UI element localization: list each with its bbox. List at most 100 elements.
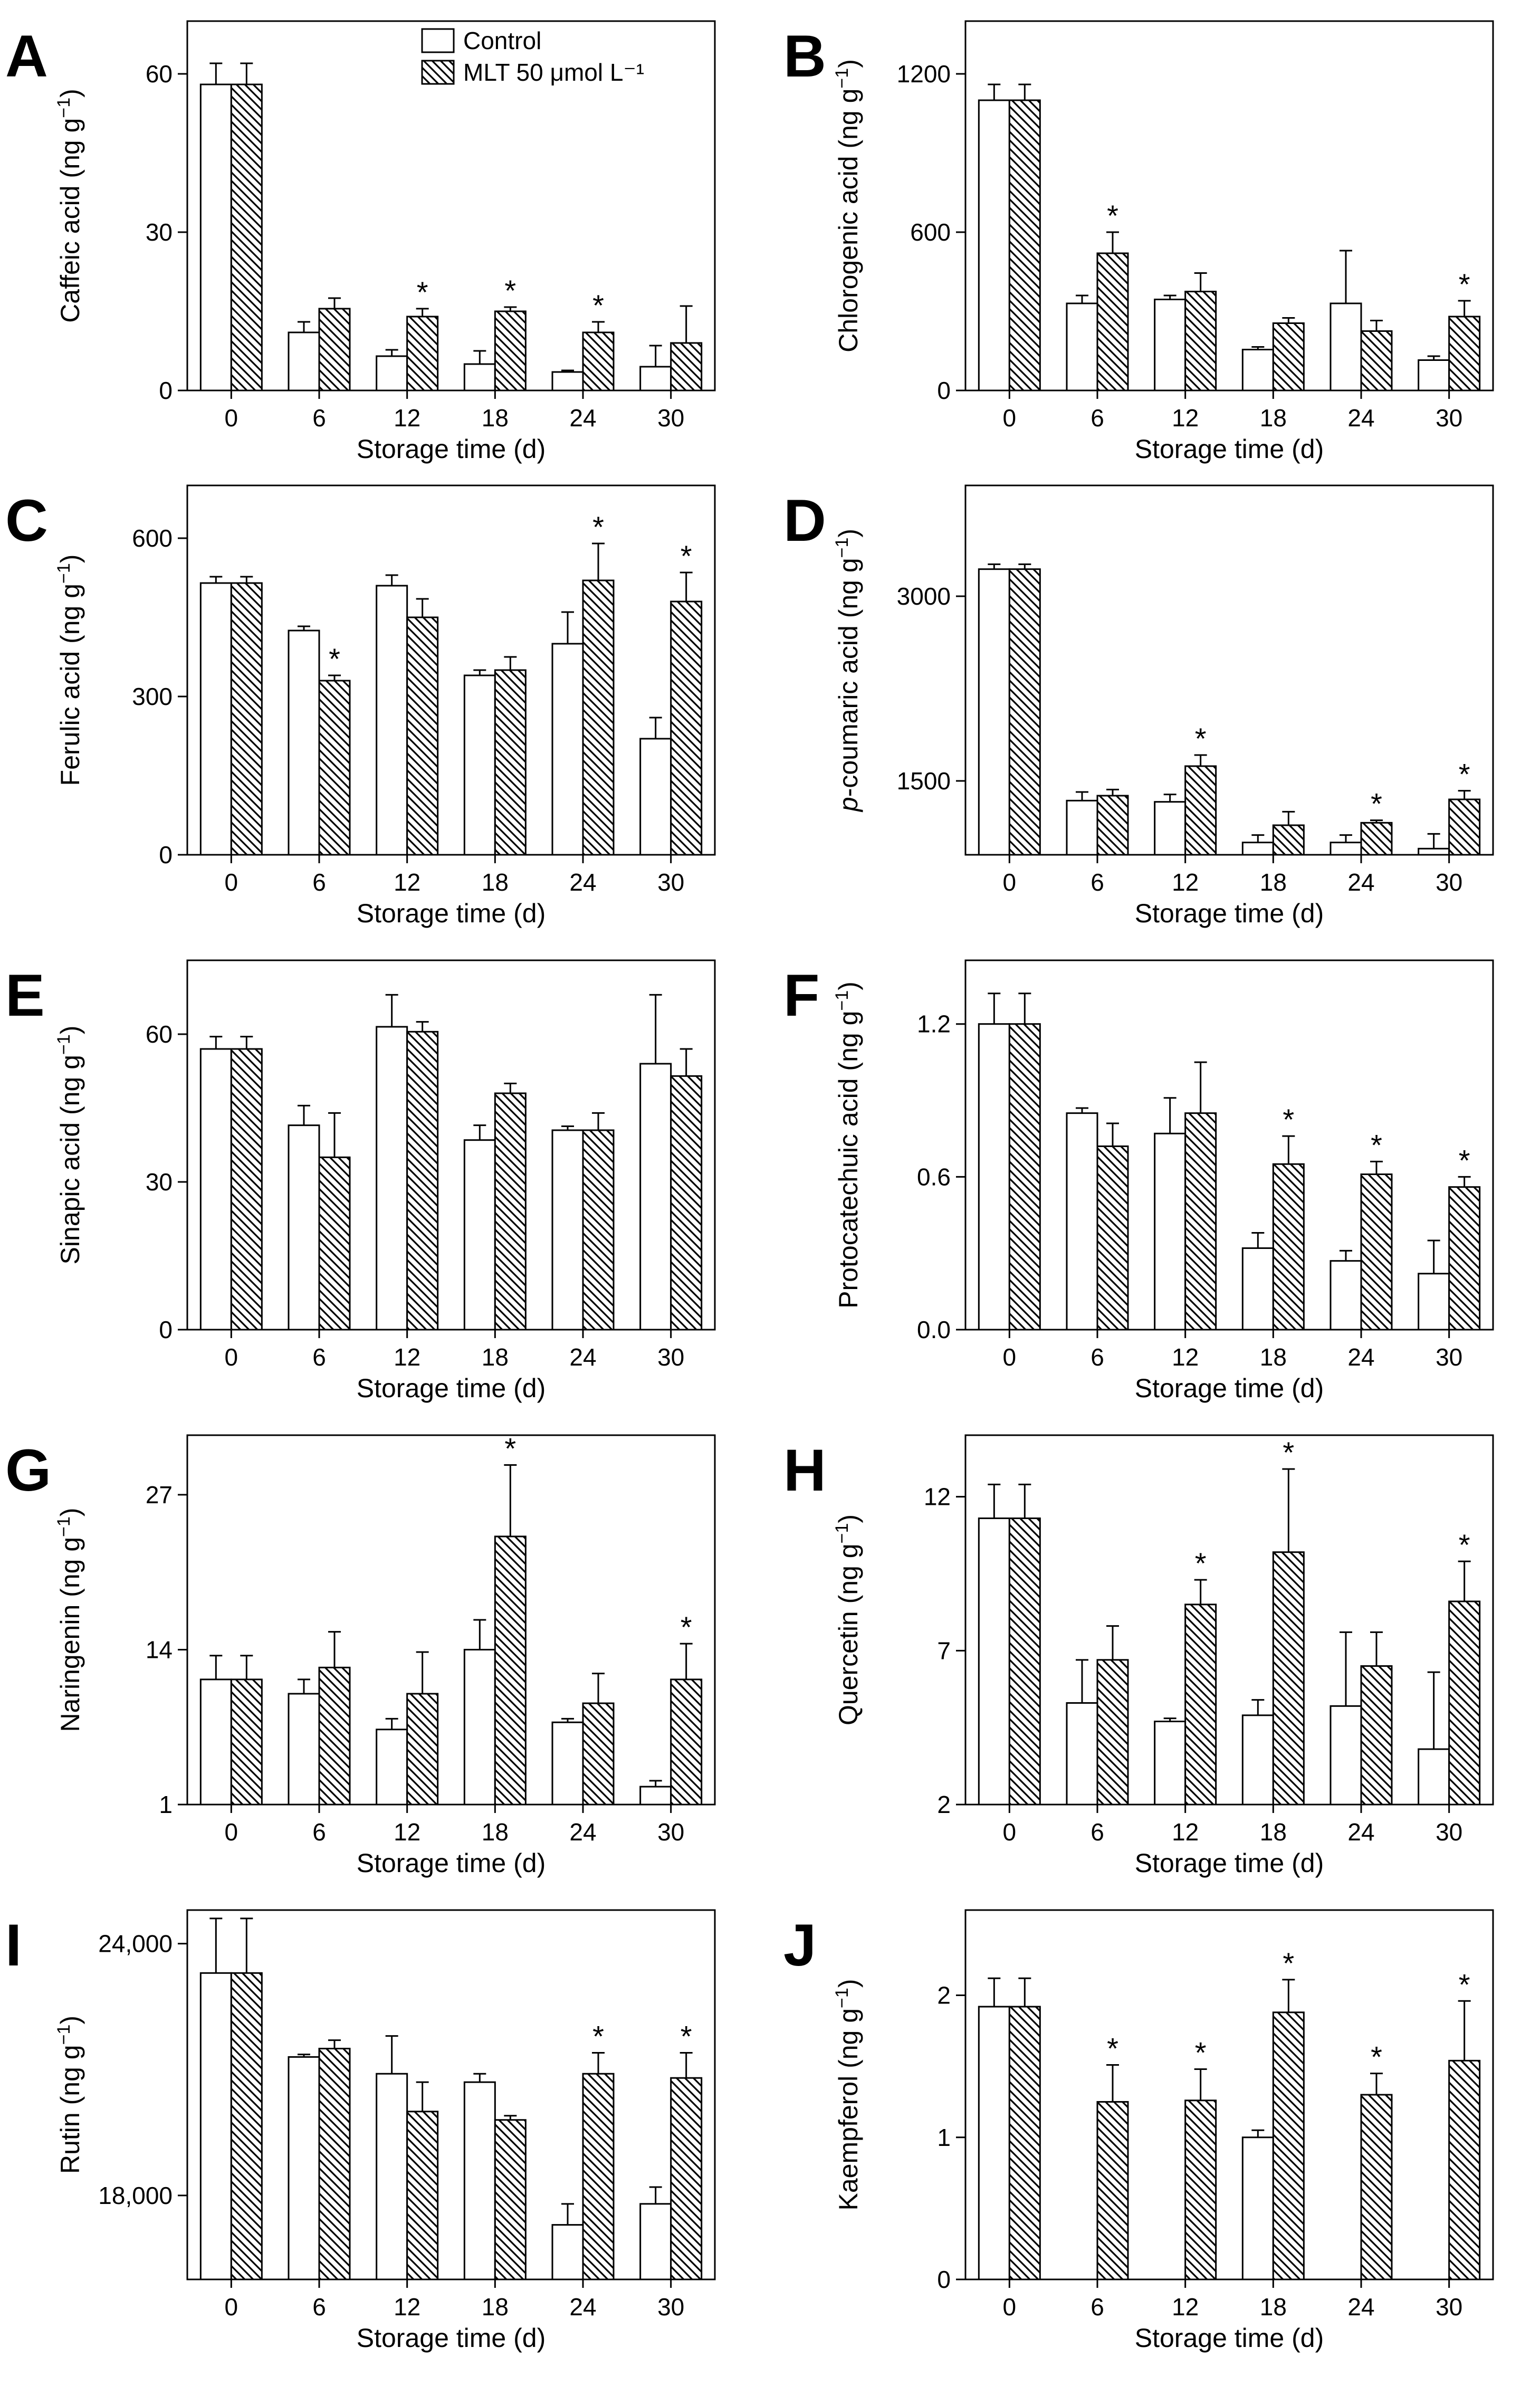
x-tick-label: 6 (312, 1818, 326, 1846)
bar-mlt (318, 680, 351, 856)
x-tick-label: 0 (225, 1343, 238, 1371)
bar-mlt (582, 2073, 615, 2280)
bar-mlt (230, 1678, 263, 1806)
y-axis-title: Naringenin (ng g−1) (54, 1507, 85, 1732)
x-tick-label: 30 (1436, 2293, 1462, 2321)
x-tick-label: 30 (657, 868, 684, 896)
x-tick-label: 0 (1003, 1343, 1017, 1371)
bar-mlt (406, 316, 439, 392)
significance-star: * (1283, 1946, 1294, 1980)
x-tick-label: 6 (312, 1343, 326, 1371)
bar-control (978, 568, 1010, 856)
y-tick-label: 1200 (897, 60, 951, 88)
y-tick-label: 18,000 (98, 2182, 173, 2209)
significance-star: * (1195, 722, 1207, 755)
y-tick-label: 600 (132, 524, 173, 552)
bar-mlt (406, 2111, 439, 2280)
panel-letter: J (783, 1912, 816, 1978)
legend-label-control: Control (463, 27, 541, 54)
y-tick-label: 300 (132, 683, 173, 710)
significance-star: * (681, 2019, 692, 2053)
x-tick-label: 12 (1172, 1818, 1199, 1846)
plot-frame (964, 1909, 1494, 2280)
bar-mlt (494, 669, 527, 856)
x-tick-label: 30 (1436, 404, 1462, 432)
x-tick-label: 24 (569, 1818, 596, 1846)
bar-mlt (670, 1075, 703, 1331)
panel-letter: G (5, 1437, 51, 1503)
bar-mlt (670, 1678, 703, 1806)
bar-control (639, 1786, 672, 1806)
bar-mlt (1360, 1665, 1393, 1806)
bar-mlt (1272, 1163, 1305, 1331)
x-axis-title: Storage time (d) (1135, 899, 1324, 928)
bar-control (288, 629, 320, 856)
bar-control (1241, 2136, 1274, 2280)
bar-control (376, 1729, 408, 1806)
x-tick-label: 24 (1347, 1343, 1374, 1371)
x-tick-label: 30 (1436, 1818, 1462, 1846)
x-tick-label: 6 (312, 868, 326, 896)
significance-star: * (592, 2019, 604, 2053)
y-tick-label: 0 (159, 377, 173, 404)
bar-mlt (1360, 1173, 1393, 1331)
chart-panel-i: I 18,000 24,000 Rutin (ng g−1) 0 6 12 18 * 24 * 30 S… (5, 1909, 716, 2353)
x-tick-label: 0 (1003, 2293, 1017, 2321)
y-tick-label: 1 (159, 1791, 173, 1818)
panel-letter: F (783, 962, 819, 1028)
x-tick-label: 18 (482, 2293, 509, 2321)
bar-control (1241, 842, 1274, 856)
bar-mlt (1184, 1112, 1217, 1331)
x-tick-label: 18 (482, 1343, 509, 1371)
x-axis-title: Storage time (d) (1135, 1848, 1324, 1878)
bar-mlt (582, 579, 615, 856)
x-tick-label: 18 (1260, 2293, 1287, 2321)
bar-mlt (1448, 2059, 1481, 2280)
x-axis-title: Storage time (d) (1135, 1373, 1324, 1403)
y-tick-label: 3000 (897, 583, 951, 610)
bar-mlt (1096, 1145, 1129, 1331)
y-axis-title: Kaempferol (ng g−1) (832, 1979, 863, 2211)
panel-letter: H (783, 1437, 826, 1503)
y-axis-title: p-coumaric acid (ng g−1) (832, 529, 863, 813)
bar-mlt (1272, 1551, 1305, 1806)
y-tick-label: 12 (924, 1483, 951, 1511)
significance-star: * (1107, 2031, 1118, 2065)
bar-control (288, 2056, 320, 2280)
y-tick-label: 2 (937, 1982, 951, 2009)
bar-mlt (494, 1092, 527, 1331)
chart-panel-b: B 0 600 1200 Chlorogenic acid (ng g−1) 0 * 6 12 1… (783, 20, 1494, 464)
bar-control (978, 1518, 1010, 1806)
x-tick-label: 12 (1172, 868, 1199, 896)
bar-control (199, 1678, 232, 1806)
x-tick-label: 0 (1003, 868, 1017, 896)
x-tick-label: 0 (225, 1818, 238, 1846)
bar-control (639, 738, 672, 856)
bar-mlt (1096, 2101, 1129, 2280)
x-tick-label: 12 (1172, 404, 1199, 432)
bar-mlt (1008, 2006, 1041, 2280)
bar-mlt (494, 310, 527, 392)
x-tick-label: 18 (1260, 1818, 1287, 1846)
significance-star: * (504, 1431, 516, 1465)
plot-frame (186, 20, 716, 392)
y-axis-title: Rutin (ng g−1) (54, 2016, 85, 2174)
bar-control (288, 1124, 320, 1331)
y-tick-label: 0 (159, 841, 173, 868)
bar-mlt (582, 1702, 615, 1806)
plot-frame (186, 1434, 716, 1806)
bar-mlt (1272, 2011, 1305, 2280)
x-axis-title: Storage time (d) (357, 434, 546, 464)
x-tick-label: 12 (394, 2293, 420, 2321)
bar-control (1418, 1748, 1450, 1806)
y-tick-label: 24,000 (98, 1930, 173, 1958)
x-tick-label: 18 (1260, 1343, 1287, 1371)
bar-control (551, 1721, 584, 1806)
bar-control (1154, 801, 1187, 856)
bar-mlt (1184, 765, 1217, 856)
significance-star: * (329, 642, 340, 675)
bar-control (639, 2203, 672, 2280)
bar-control (1241, 1714, 1274, 1806)
bar-mlt (670, 342, 703, 392)
